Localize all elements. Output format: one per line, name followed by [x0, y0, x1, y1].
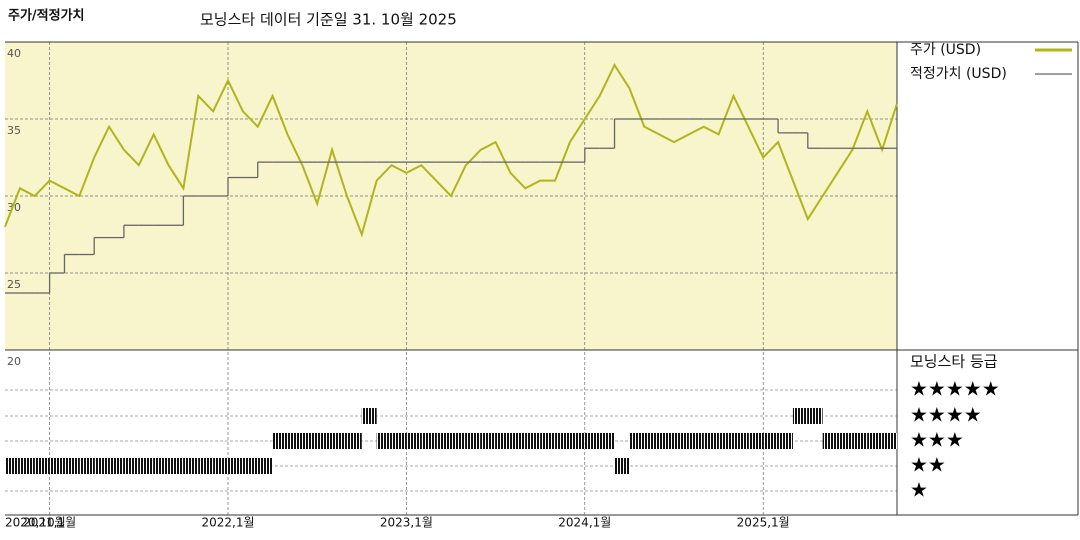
rating-bar	[376, 433, 392, 449]
rating-bar	[569, 433, 585, 449]
rating-bar	[168, 458, 184, 474]
rating-bar	[138, 458, 154, 474]
rating-bar	[480, 433, 496, 449]
rating-bar	[867, 433, 883, 449]
rating-level-label: ★★★★	[910, 403, 982, 427]
rating-bar	[584, 433, 600, 449]
rating-bar	[688, 433, 704, 449]
rating-bar	[79, 458, 95, 474]
chart-subtitle: 모닝스타 데이터 기준일 31. 10월 2025	[200, 11, 457, 29]
rating-bar	[644, 433, 660, 449]
rating-bar	[183, 458, 199, 474]
price-line	[4, 63, 898, 238]
rating-bar	[792, 408, 808, 424]
rating-bar	[778, 433, 793, 449]
rating-bar	[34, 458, 50, 474]
rating-bar	[822, 433, 838, 449]
rating-bar	[272, 433, 288, 449]
rating-bar	[540, 433, 556, 449]
y-tick-label: 35	[7, 124, 21, 137]
rating-bar	[555, 433, 570, 449]
rating-bar	[807, 408, 823, 424]
rating-bar	[659, 433, 674, 449]
x-tick-label: 2025,1월	[737, 516, 790, 530]
rating-bar	[153, 458, 169, 474]
x-tick-label: 2023,1월	[380, 516, 433, 530]
y-tick-label: 20	[7, 355, 21, 368]
x-tick-label: 2020,10월	[5, 516, 66, 530]
y-tick-label: 40	[7, 47, 21, 60]
rating-bar	[599, 433, 615, 449]
rating-bar	[332, 433, 347, 449]
rating-bar	[852, 433, 868, 449]
rating-bar	[525, 433, 541, 449]
rating-bar	[302, 433, 318, 449]
x-tick-label: 2024,1월	[558, 516, 611, 530]
rating-bar	[748, 433, 764, 449]
rating-bar	[257, 458, 273, 474]
rating-bar	[228, 458, 243, 474]
rating-bar	[495, 433, 511, 449]
chart-title: 주가/적정가치	[8, 8, 85, 24]
rating-level-label: ★★★★★	[910, 377, 1000, 401]
rating-bar	[614, 458, 630, 474]
rating-bar	[213, 458, 228, 474]
rating-bar	[882, 433, 897, 449]
rating-bar	[718, 433, 734, 449]
y-tick-label: 25	[7, 278, 21, 291]
rating-title: 모닝스타 등급	[910, 353, 998, 371]
rating-bar	[317, 433, 333, 449]
legend-label: 적정가치 (USD)	[910, 66, 1007, 82]
rating-bar	[510, 433, 526, 449]
rating-bar	[391, 433, 407, 449]
rating-bar	[242, 458, 258, 474]
rating-bar	[361, 408, 377, 424]
rating-bar	[64, 458, 80, 474]
x-tick-label: 2022,1월	[201, 516, 254, 530]
rating-bar	[406, 433, 422, 449]
rating-bar	[763, 433, 779, 449]
rating-bar	[109, 458, 124, 474]
rating-bar	[674, 433, 689, 449]
rating-bar	[198, 458, 214, 474]
rating-bar	[451, 433, 466, 449]
legend-label: 주가 (USD)	[910, 42, 981, 58]
rating-bar	[629, 433, 645, 449]
rating-level-label: ★★	[910, 453, 946, 477]
rating-bar	[436, 433, 451, 449]
rating-level-label: ★★★	[910, 428, 964, 452]
rating-bar	[703, 433, 719, 449]
rating-bar	[421, 433, 437, 449]
rating-level-label: ★	[910, 478, 928, 502]
rating-bar	[346, 433, 362, 449]
rating-bar	[733, 433, 749, 449]
rating-bar	[123, 458, 139, 474]
rating-bar	[837, 433, 853, 449]
rating-bar	[19, 458, 35, 474]
rating-bar	[94, 458, 110, 474]
rating-bar	[49, 458, 65, 474]
rating-bar	[5, 458, 20, 474]
rating-bar	[465, 433, 481, 449]
rating-bar	[287, 433, 303, 449]
x-tick-label: 2021,1월	[23, 516, 76, 530]
